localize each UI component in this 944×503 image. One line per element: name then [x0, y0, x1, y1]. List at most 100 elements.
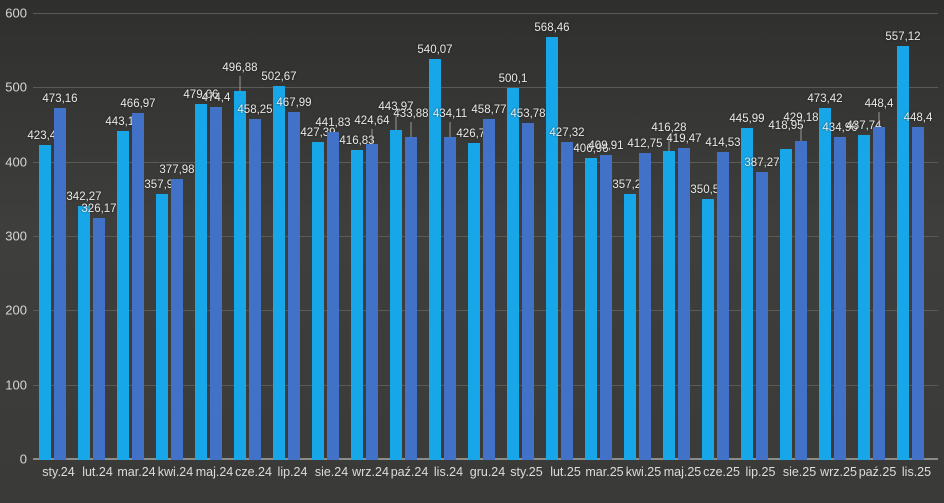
bar-series-2-maj.25[interactable]: 419,47	[666, 133, 702, 460]
bar-series-container: 423,41 473,16 342,27 326,17 443,17 466,97 357,…	[27, 14, 938, 460]
bar-group: 423,41 473,16	[27, 14, 78, 460]
x-axis-label-sty.24: sty.24	[42, 465, 75, 479]
bar-group: 473,42 434,96	[807, 14, 858, 460]
bar-series-1-lut.25[interactable]: 568,46	[534, 22, 570, 460]
bar-group: 500,1 453,78	[499, 14, 546, 460]
y-axis-tick-label: 300	[5, 228, 27, 244]
x-axis-label-lut.25: lut.25	[550, 465, 581, 479]
bar-series-1-sie.24[interactable]: 427,39	[300, 127, 336, 460]
bar-group: 342,27 326,17	[66, 14, 117, 460]
bar-group: 443,17 466,97	[105, 14, 156, 460]
x-axis-label-maj.25: maj.25	[663, 465, 702, 479]
label-leader-line	[800, 125, 802, 141]
bar-group: 557,12 448,4	[885, 14, 936, 460]
bar-value-label: 448,4	[864, 97, 894, 110]
bar-series-1-paź.24[interactable]: 443,97	[378, 101, 414, 460]
bar-value-label: 377,98	[159, 164, 195, 177]
y-axis-tick-label: 100	[5, 377, 27, 393]
bar-series-2-sty.24[interactable]: 473,16	[42, 93, 78, 460]
bar-series-1-cze.25[interactable]: 350,58	[690, 184, 726, 460]
bar-series-1-kwi.25[interactable]: 357,23	[612, 179, 648, 460]
gridline-500: 500	[5, 80, 938, 95]
bar-group: 437,74 448,4	[846, 14, 897, 460]
bar-series-1-sty.24[interactable]: 423,41	[27, 130, 63, 460]
bar-series-2-cze.24[interactable]: 458,25	[237, 104, 273, 460]
bar-series-1-lis.24[interactable]: 540,07	[417, 44, 453, 460]
label-leader-line	[395, 114, 397, 130]
bar-series-1-paź.25[interactable]: 437,74	[846, 120, 882, 460]
gridline-600: 600	[5, 6, 938, 21]
bar-group: 418,95 429,18	[768, 14, 819, 460]
bar-value-label: 474,4	[201, 92, 231, 105]
x-axis-label-sie.25: sie.25	[782, 465, 817, 479]
x-axis-label-paź.25: paź.25	[858, 465, 897, 479]
bar-value-label: 419,47	[666, 133, 702, 146]
bar-series-2-lip.24[interactable]: 467,99	[276, 97, 312, 460]
bar-value-label: 441,83	[315, 116, 351, 129]
bar-series-2-mar.24[interactable]: 466,97	[120, 98, 156, 460]
bar-series-1-lis.25[interactable]: 557,12	[885, 31, 921, 460]
bar-group: 568,46 427,32	[534, 14, 585, 460]
bar-series-1-cze.24[interactable]: 496,88	[222, 62, 258, 460]
bar-value-label: 409,91	[588, 140, 624, 153]
bar-series-1-gru.24[interactable]: 426,75	[456, 128, 492, 460]
bar-series-2-gru.24[interactable]: 458,77	[471, 104, 507, 460]
bar-group: 357,93 377,98	[144, 14, 195, 460]
label-leader-line	[449, 122, 451, 138]
bar-series-1-sie.25[interactable]: 418,95	[768, 120, 804, 460]
x-axis-label-wrz.25: wrz.25	[820, 465, 857, 479]
bar-group: 416,28 419,47	[651, 14, 702, 460]
y-axis-tick-label: 500	[5, 79, 27, 95]
x-axis-label-kwi.25: kwi.25	[625, 465, 662, 479]
bar-group: 502,67 467,99	[261, 14, 312, 460]
bar-series-1-maj.25[interactable]: 416,28	[651, 122, 687, 460]
x-axis-label-lut.24: lut.24	[82, 465, 113, 479]
bar-value-label: 473,16	[42, 93, 78, 106]
bar-series-2-lip.25[interactable]: 387,27	[744, 157, 780, 460]
x-axis-label-gru.24: gru.24	[469, 465, 506, 479]
bar-series-2-wrz.24[interactable]: 424,64	[354, 115, 390, 460]
bar-group: 426,75 458,77	[456, 14, 507, 460]
bar-series-1-lip.25[interactable]: 445,99	[729, 113, 765, 460]
label-leader-line	[371, 129, 373, 145]
bar-series-1-lut.24[interactable]: 342,27	[66, 191, 102, 460]
bar-group: 445,99 387,27	[729, 14, 780, 460]
x-axis-label-lis.25: lis.25	[901, 465, 932, 479]
x-axis-label-lip.25: lip.25	[745, 465, 776, 479]
bar-group: 357,23 412,75	[612, 14, 663, 460]
label-leader-line	[668, 135, 670, 151]
bar-group: 427,39 441,83	[300, 14, 351, 460]
bar-series-2-lut.24[interactable]: 326,17	[81, 203, 117, 460]
bar-series-1-mar.24[interactable]: 443,17	[105, 116, 141, 460]
bar-series-2-sie.25[interactable]: 429,18	[783, 112, 819, 460]
bar-series-2-mar.25[interactable]: 409,91	[588, 140, 624, 460]
bar-series-2-sie.24[interactable]: 441,83	[315, 117, 351, 460]
bar-series-2-kwi.25[interactable]: 412,75	[627, 138, 663, 460]
bar-series-2-paź.25[interactable]: 448,4	[865, 98, 893, 460]
bar-series-2-lut.25[interactable]: 427,32	[549, 127, 585, 460]
bar-series-1-maj.24[interactable]: 479,06	[183, 89, 219, 460]
bar-series-2-lis.24[interactable]: 434,11	[433, 108, 467, 460]
bar-series-1-mar.25[interactable]: 406,96	[573, 143, 609, 460]
bar-group: 416,83 424,64	[339, 14, 390, 460]
bar-series-2-kwi.24[interactable]: 377,98	[159, 164, 195, 460]
bar-series-1-kwi.24[interactable]: 357,93	[144, 179, 180, 460]
bar-series-2-sty.25[interactable]: 453,78	[510, 108, 546, 460]
x-axis-label-maj.24: maj.24	[195, 465, 234, 479]
bar-value-label: 424,64	[354, 115, 390, 128]
bar-series-1-sty.25[interactable]: 500,1	[499, 73, 527, 460]
x-axis-label-sie.24: sie.24	[314, 465, 349, 479]
x-axis-label-lip.24: lip.24	[277, 465, 308, 479]
gridline-0: 0	[20, 452, 938, 467]
bar-series-2-paź.24[interactable]: 433,88	[393, 108, 429, 460]
bar-series-2-wrz.25[interactable]: 434,96	[822, 122, 858, 460]
bar-series-2-maj.24[interactable]: 474,4	[202, 92, 230, 460]
label-leader-line	[410, 122, 412, 138]
bar-series-1-wrz.25[interactable]: 473,42	[807, 93, 843, 460]
x-axis-label-kwi.24: kwi.24	[157, 465, 194, 479]
bar-series-2-cze.25[interactable]: 414,53	[705, 137, 741, 460]
bar-series-2-lis.25[interactable]: 448,4	[904, 112, 932, 460]
bar-series-1-wrz.24[interactable]: 416,83	[339, 135, 375, 460]
bar-series-1-lip.24[interactable]: 502,67	[261, 71, 297, 460]
